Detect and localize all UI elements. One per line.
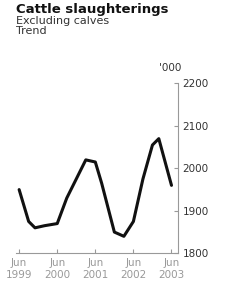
Text: Cattle slaughterings: Cattle slaughterings [16, 3, 168, 16]
Text: '000: '000 [158, 63, 180, 73]
Text: Excluding calves: Excluding calves [16, 16, 109, 27]
Text: Trend: Trend [16, 26, 46, 36]
